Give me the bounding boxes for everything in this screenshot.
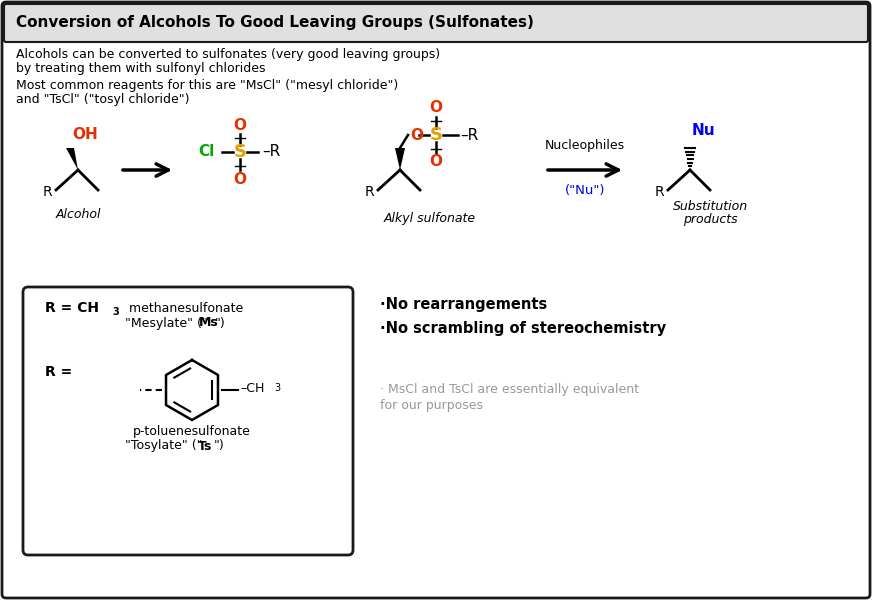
- Text: Ts: Ts: [198, 439, 213, 452]
- Text: ·No scrambling of stereochemistry: ·No scrambling of stereochemistry: [380, 320, 666, 335]
- Text: "): "): [215, 317, 226, 329]
- Text: ("Nu"): ("Nu"): [565, 184, 605, 197]
- Text: –R: –R: [460, 127, 478, 142]
- Text: Alcohol: Alcohol: [55, 208, 101, 221]
- Text: O: O: [430, 100, 442, 115]
- Text: Most common reagents for this are "MsCl" ("mesyl chloride"): Most common reagents for this are "MsCl"…: [16, 79, 399, 92]
- Text: Ms: Ms: [199, 317, 219, 329]
- Text: R = CH: R = CH: [45, 301, 99, 315]
- Polygon shape: [66, 148, 78, 170]
- Text: Conversion of Alcohols To Good Leaving Groups (Sulfonates): Conversion of Alcohols To Good Leaving G…: [16, 16, 534, 31]
- Text: Alcohols can be converted to sulfonates (very good leaving groups): Alcohols can be converted to sulfonates …: [16, 48, 440, 61]
- Text: Cl: Cl: [198, 145, 214, 160]
- Text: "): "): [214, 439, 225, 452]
- Text: Nu: Nu: [692, 123, 716, 138]
- Text: R: R: [654, 185, 664, 199]
- Text: S: S: [430, 126, 442, 144]
- Text: methanesulfonate: methanesulfonate: [125, 301, 243, 314]
- Text: products: products: [683, 213, 738, 226]
- FancyBboxPatch shape: [23, 287, 353, 555]
- Text: Alkyl sulfonate: Alkyl sulfonate: [384, 212, 476, 225]
- Text: R: R: [43, 185, 52, 199]
- Text: O: O: [430, 154, 442, 169]
- Text: OH: OH: [72, 127, 98, 142]
- Text: 3: 3: [112, 307, 119, 317]
- Text: for our purposes: for our purposes: [380, 398, 483, 412]
- Text: Nucleophiles: Nucleophiles: [545, 139, 625, 152]
- Text: O: O: [234, 172, 247, 187]
- Text: S: S: [234, 143, 247, 161]
- Text: –R: –R: [262, 145, 280, 160]
- Text: Substitution: Substitution: [672, 200, 747, 213]
- Text: "Mesylate" (": "Mesylate" (": [125, 317, 208, 329]
- Text: –CH: –CH: [240, 382, 264, 395]
- Polygon shape: [395, 148, 405, 170]
- Text: R =: R =: [45, 365, 72, 379]
- Text: 3: 3: [274, 383, 280, 393]
- Text: O: O: [234, 118, 247, 133]
- Text: p-toluenesulfonate: p-toluenesulfonate: [133, 425, 251, 439]
- Text: R: R: [364, 185, 374, 199]
- Text: and "TsCl" ("tosyl chloride"): and "TsCl" ("tosyl chloride"): [16, 93, 189, 106]
- Text: "Tosylate" (": "Tosylate" (": [125, 439, 202, 452]
- FancyBboxPatch shape: [4, 4, 868, 42]
- Text: ·No rearrangements: ·No rearrangements: [380, 296, 548, 311]
- Text: · MsCl and TsCl are essentially equivalent: · MsCl and TsCl are essentially equivale…: [380, 383, 639, 397]
- Text: O: O: [410, 127, 423, 142]
- Text: by treating them with sulfonyl chlorides: by treating them with sulfonyl chlorides: [16, 62, 265, 75]
